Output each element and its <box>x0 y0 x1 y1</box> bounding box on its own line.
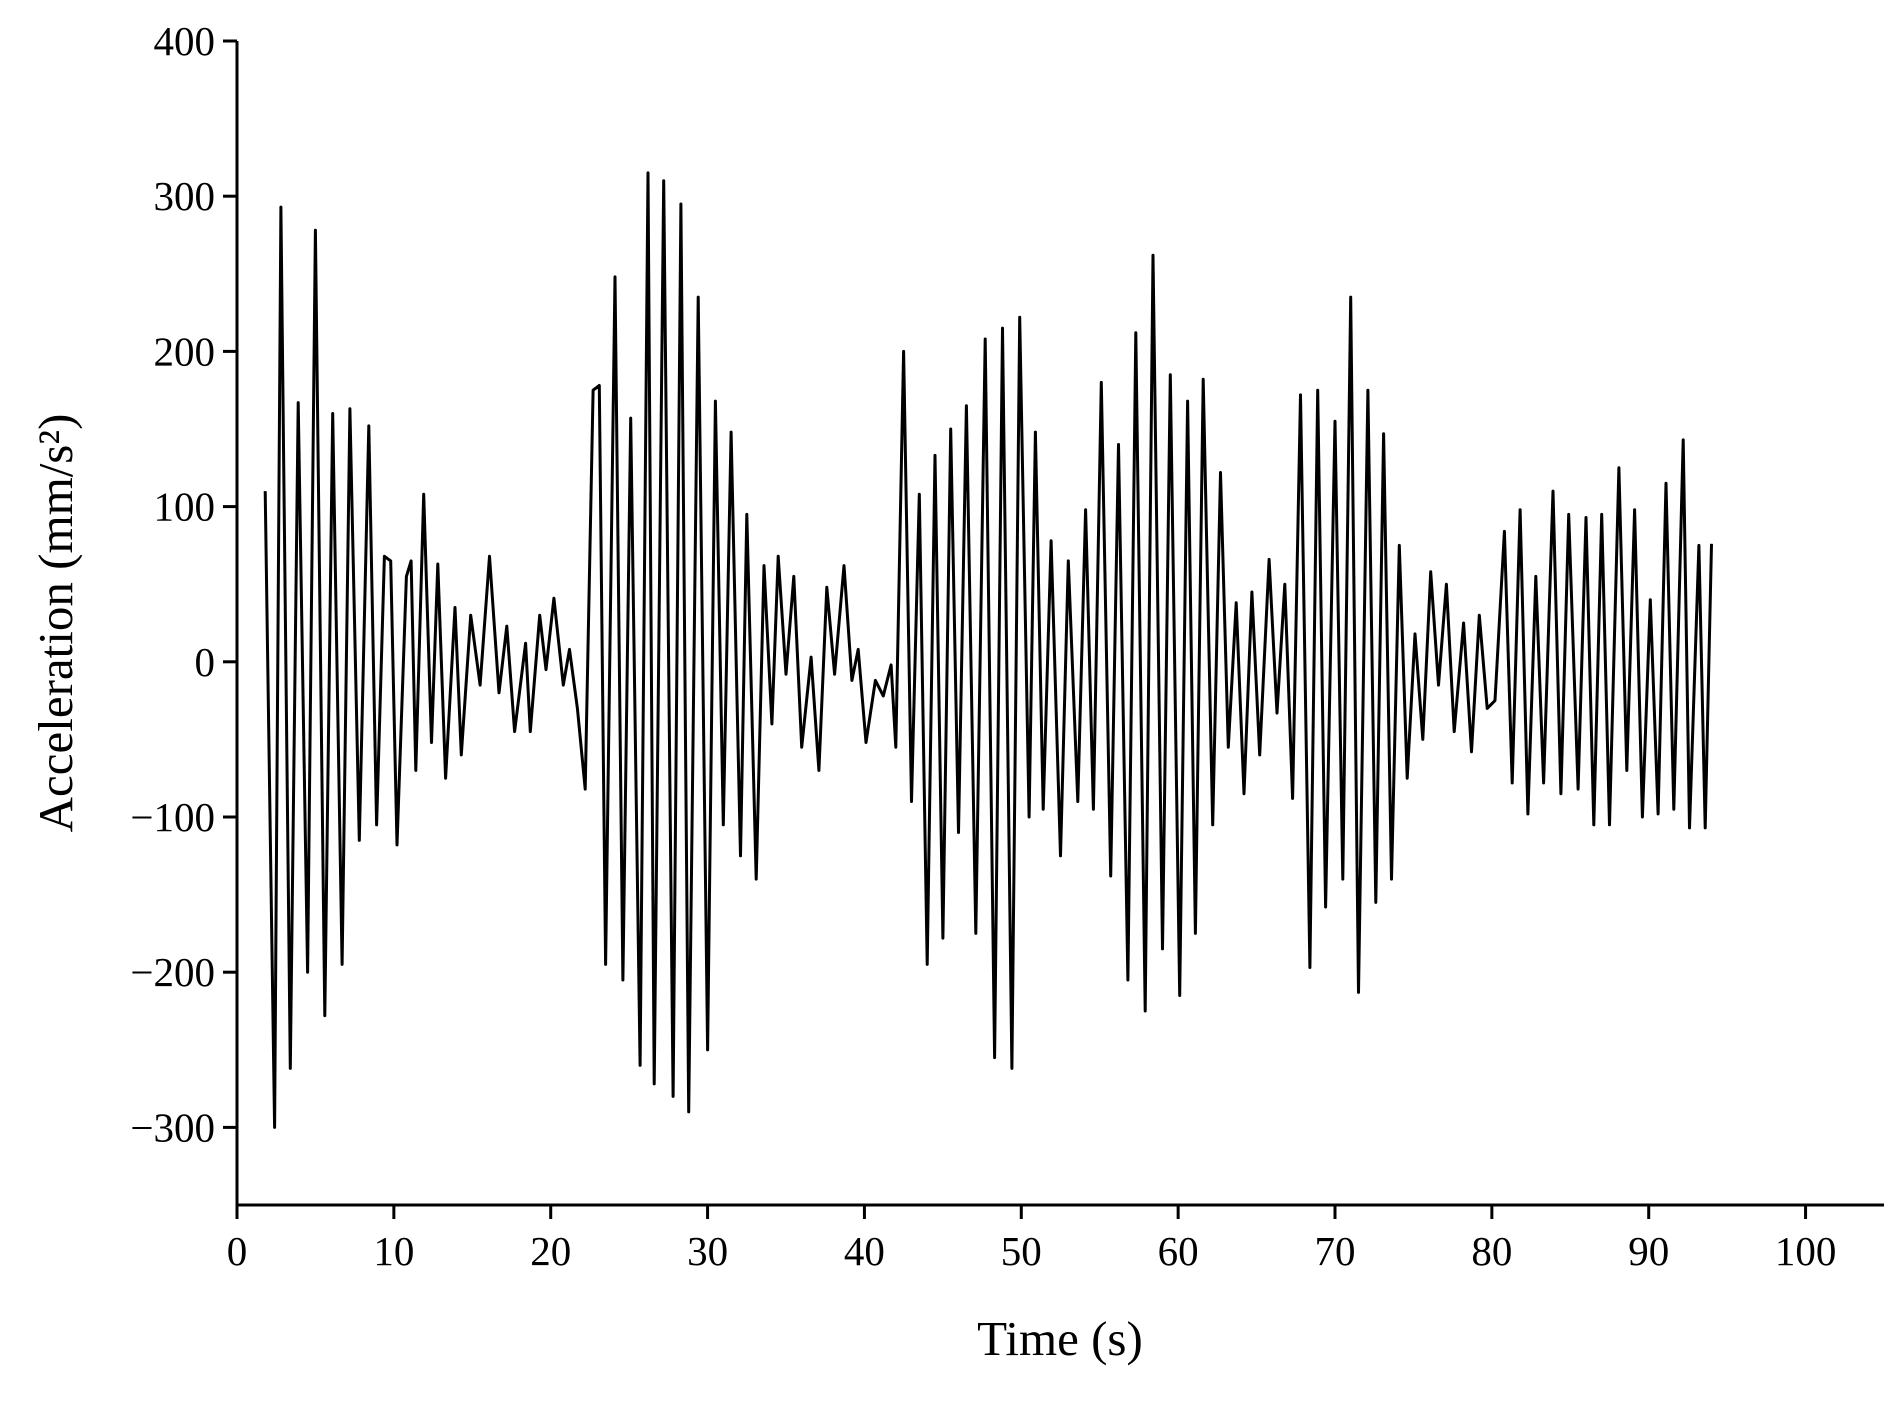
y-tick-label: 400 <box>154 18 216 64</box>
y-tick-label: −200 <box>130 949 215 995</box>
x-tick-label: 60 <box>1158 1228 1199 1274</box>
y-tick-label: 100 <box>154 484 216 530</box>
x-tick-label: 0 <box>227 1228 248 1274</box>
y-axis-title: Acceleration (mm/s²) <box>28 414 83 833</box>
y-tick-label: 300 <box>154 173 216 219</box>
x-axis-title: Time (s) <box>977 1311 1143 1366</box>
x-tick-label: 30 <box>687 1228 728 1274</box>
x-tick-label: 10 <box>373 1228 414 1274</box>
x-tick-label: 70 <box>1315 1228 1356 1274</box>
line-series <box>263 171 1713 1129</box>
y-tick-label: −300 <box>130 1104 215 1150</box>
x-tick-label: 100 <box>1775 1228 1837 1274</box>
y-tick-label: 200 <box>154 328 216 374</box>
x-tick-label: 90 <box>1628 1228 1669 1274</box>
y-tick-label: 0 <box>195 639 216 685</box>
y-tick-label: −100 <box>130 794 215 840</box>
x-tick-label: 80 <box>1471 1228 1512 1274</box>
x-tick-label: 50 <box>1001 1228 1042 1274</box>
x-tick-label: 40 <box>844 1228 885 1274</box>
x-tick-label: 20 <box>530 1228 571 1274</box>
